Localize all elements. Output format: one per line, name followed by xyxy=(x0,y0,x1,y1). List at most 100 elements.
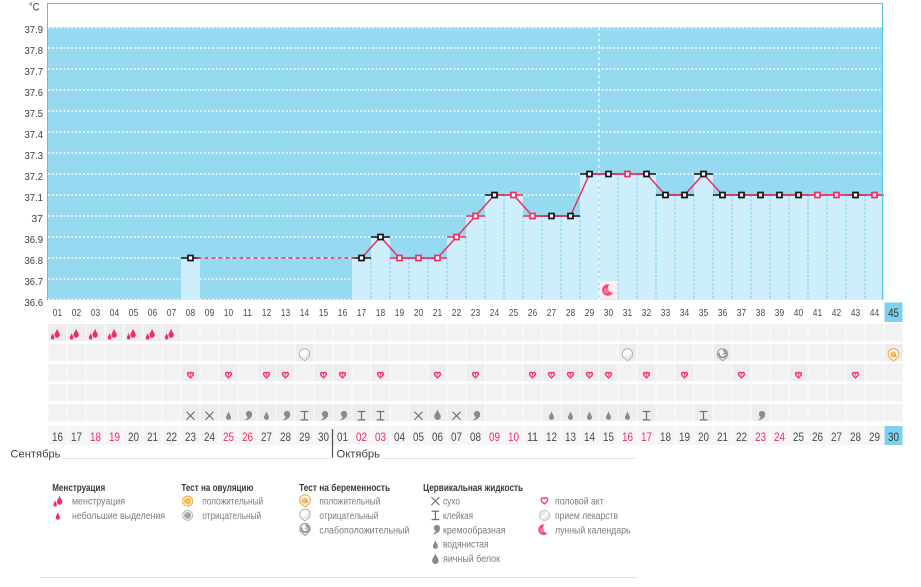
svg-text:отрицательный: отрицательный xyxy=(202,511,261,522)
svg-text:06: 06 xyxy=(148,308,158,319)
svg-text:29: 29 xyxy=(585,308,595,319)
svg-text:42: 42 xyxy=(832,308,842,319)
svg-text:17: 17 xyxy=(71,430,82,444)
svg-text:прием лекарств: прием лекарств xyxy=(555,511,618,522)
svg-text:менструация: менструация xyxy=(72,497,125,508)
svg-text:38: 38 xyxy=(756,308,766,319)
svg-text:12: 12 xyxy=(262,308,272,319)
svg-text:Октябрь: Октябрь xyxy=(337,449,381,461)
svg-text:37.2: 37.2 xyxy=(25,172,44,183)
svg-text:04: 04 xyxy=(110,308,120,319)
svg-text:25: 25 xyxy=(223,430,234,444)
svg-text:Тест на беременность: Тест на беременность xyxy=(299,482,390,494)
svg-text:37.5: 37.5 xyxy=(25,109,44,120)
svg-text:37.6: 37.6 xyxy=(25,88,44,99)
svg-text:08: 08 xyxy=(186,308,196,319)
svg-text:37.8: 37.8 xyxy=(25,46,44,57)
svg-text:20: 20 xyxy=(698,430,709,444)
svg-text:22: 22 xyxy=(452,308,462,319)
svg-text:33: 33 xyxy=(661,308,671,319)
svg-text:28: 28 xyxy=(280,430,291,444)
svg-text:небольшие выделения: небольшие выделения xyxy=(72,511,165,522)
svg-text:07: 07 xyxy=(167,308,177,319)
svg-text:21: 21 xyxy=(717,430,728,444)
svg-text:29: 29 xyxy=(869,430,880,444)
svg-text:20: 20 xyxy=(128,430,139,444)
svg-text:сухо: сухо xyxy=(443,497,460,508)
svg-text:39: 39 xyxy=(775,308,785,319)
svg-text:23: 23 xyxy=(471,308,481,319)
svg-text:18: 18 xyxy=(90,430,101,444)
svg-text:37.9: 37.9 xyxy=(25,25,44,36)
svg-text:18: 18 xyxy=(660,430,671,444)
svg-text:36.8: 36.8 xyxy=(25,256,44,267)
svg-text:18: 18 xyxy=(376,308,386,319)
svg-text:37.3: 37.3 xyxy=(25,151,44,162)
svg-text:02: 02 xyxy=(356,430,367,444)
svg-text:04: 04 xyxy=(394,430,405,444)
svg-text:28: 28 xyxy=(566,308,576,319)
svg-text:06: 06 xyxy=(432,430,443,444)
svg-text:кремообразная: кремообразная xyxy=(443,525,506,536)
svg-text:Цервикальная жидкость: Цервикальная жидкость xyxy=(423,483,523,494)
svg-text:37.1: 37.1 xyxy=(25,193,44,204)
svg-text:15: 15 xyxy=(603,430,614,444)
svg-text:27: 27 xyxy=(547,308,557,319)
svg-text:19: 19 xyxy=(679,430,690,444)
svg-text:11: 11 xyxy=(243,308,253,319)
svg-text:Тест на овуляцию: Тест на овуляцию xyxy=(181,483,253,494)
svg-text:14: 14 xyxy=(584,430,595,444)
svg-text:13: 13 xyxy=(565,430,576,444)
svg-text:половой акт: половой акт xyxy=(555,497,604,508)
svg-text:22: 22 xyxy=(166,430,177,444)
svg-text:30: 30 xyxy=(888,430,899,444)
svg-text:отрицательный: отрицательный xyxy=(319,511,378,522)
svg-text:27: 27 xyxy=(831,430,842,444)
svg-text:12: 12 xyxy=(546,430,557,444)
svg-text:24: 24 xyxy=(774,430,785,444)
svg-text:01: 01 xyxy=(337,430,348,444)
svg-text:28: 28 xyxy=(850,430,861,444)
svg-text:17: 17 xyxy=(641,430,652,444)
svg-text:03: 03 xyxy=(375,430,386,444)
svg-text:16: 16 xyxy=(338,308,348,319)
svg-text:11: 11 xyxy=(527,430,538,444)
svg-text:яичный белок: яичный белок xyxy=(443,554,501,565)
svg-text:44: 44 xyxy=(870,308,880,319)
svg-text:21: 21 xyxy=(147,430,158,444)
svg-text:45: 45 xyxy=(888,308,899,320)
svg-text:34: 34 xyxy=(680,308,690,319)
svg-text:37: 37 xyxy=(31,214,43,225)
svg-text:03: 03 xyxy=(91,308,101,319)
svg-text:19: 19 xyxy=(109,430,120,444)
svg-text:лунный календарь: лунный календарь xyxy=(555,525,631,536)
svg-text:25: 25 xyxy=(509,308,519,319)
svg-text:19: 19 xyxy=(395,308,405,319)
svg-text:17: 17 xyxy=(357,308,367,319)
svg-text:29: 29 xyxy=(299,430,310,444)
svg-text:водянистая: водянистая xyxy=(443,540,489,551)
svg-text:30: 30 xyxy=(604,308,614,319)
svg-text:22: 22 xyxy=(736,430,747,444)
svg-text:37: 37 xyxy=(737,308,747,319)
svg-text:24: 24 xyxy=(204,430,215,444)
svg-text:30: 30 xyxy=(318,430,329,444)
svg-text:Сентябрь: Сентябрь xyxy=(11,449,61,461)
svg-text:10: 10 xyxy=(508,430,519,444)
svg-text:23: 23 xyxy=(185,430,196,444)
svg-text:08: 08 xyxy=(470,430,481,444)
svg-text:26: 26 xyxy=(242,430,253,444)
svg-text:31: 31 xyxy=(623,308,633,319)
svg-text:10: 10 xyxy=(224,308,234,319)
svg-text:09: 09 xyxy=(489,430,500,444)
svg-text:40: 40 xyxy=(794,308,804,319)
svg-text:02: 02 xyxy=(72,308,82,319)
svg-text:клейкая: клейкая xyxy=(443,511,473,522)
svg-text:35: 35 xyxy=(699,308,709,319)
svg-text:36.6: 36.6 xyxy=(25,298,44,309)
svg-text:32: 32 xyxy=(642,308,652,319)
svg-text:05: 05 xyxy=(129,308,139,319)
svg-text:41: 41 xyxy=(813,308,823,319)
svg-text:14: 14 xyxy=(300,308,310,319)
svg-text:01: 01 xyxy=(53,308,63,319)
